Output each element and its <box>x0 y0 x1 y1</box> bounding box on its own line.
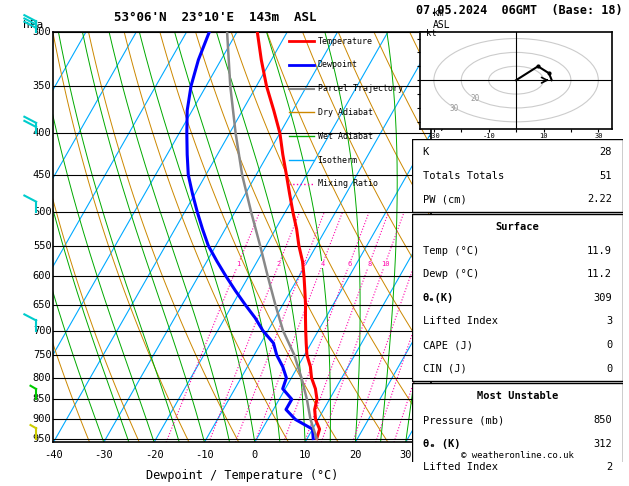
Text: Lifted Index: Lifted Index <box>423 316 498 327</box>
Text: 500: 500 <box>33 207 52 217</box>
Text: 550: 550 <box>33 241 52 251</box>
Text: 309: 309 <box>593 293 612 303</box>
Text: 312: 312 <box>593 439 612 449</box>
Text: 30: 30 <box>450 104 459 113</box>
Text: Dewp (°C): Dewp (°C) <box>423 269 479 279</box>
Text: 900: 900 <box>33 415 52 424</box>
Text: 4: 4 <box>320 261 325 267</box>
Text: Mixing Ratio: Mixing Ratio <box>318 179 377 189</box>
Text: 3: 3 <box>302 261 306 267</box>
Text: 51: 51 <box>599 171 612 181</box>
Text: -3: -3 <box>433 327 445 337</box>
Text: 2: 2 <box>606 462 612 472</box>
Text: hPa: hPa <box>23 19 43 30</box>
Bar <box>412 214 623 381</box>
Text: 950: 950 <box>33 434 52 444</box>
Text: 28: 28 <box>599 147 612 157</box>
Text: Mixing Ratio (g/kg): Mixing Ratio (g/kg) <box>464 207 473 309</box>
Text: Most Unstable: Most Unstable <box>477 391 558 401</box>
Text: -30: -30 <box>94 450 113 460</box>
Text: 11.9: 11.9 <box>587 246 612 256</box>
Text: -7: -7 <box>433 123 445 133</box>
Text: Totals Totals: Totals Totals <box>423 171 504 181</box>
Text: 0: 0 <box>252 450 258 460</box>
Text: LCL: LCL <box>433 447 450 457</box>
Text: 300: 300 <box>33 27 52 36</box>
Text: 2: 2 <box>277 261 281 267</box>
Text: Wet Adiabat: Wet Adiabat <box>318 132 372 141</box>
Text: -4: -4 <box>433 280 445 291</box>
Text: 800: 800 <box>33 373 52 383</box>
Text: θₑ (K): θₑ (K) <box>423 439 460 449</box>
Text: Isotherm: Isotherm <box>318 156 358 165</box>
Text: 20: 20 <box>349 450 362 460</box>
Text: Temp (°C): Temp (°C) <box>423 246 479 256</box>
Text: 15: 15 <box>410 261 419 267</box>
Text: 850: 850 <box>593 415 612 425</box>
Text: -2: -2 <box>433 371 445 381</box>
Text: Surface: Surface <box>496 222 539 232</box>
Text: 0: 0 <box>606 364 612 374</box>
Text: -1: -1 <box>433 413 445 423</box>
Text: Dry Adiabat: Dry Adiabat <box>318 108 372 117</box>
Text: 600: 600 <box>33 271 52 281</box>
Text: -40: -40 <box>44 450 63 460</box>
Text: K: K <box>423 147 429 157</box>
Text: -6: -6 <box>433 179 445 189</box>
Text: Parcel Trajectory: Parcel Trajectory <box>318 84 403 93</box>
Bar <box>412 139 623 211</box>
Text: 30: 30 <box>399 450 412 460</box>
Text: 8: 8 <box>367 261 371 267</box>
Text: CIN (J): CIN (J) <box>423 364 466 374</box>
Text: kt: kt <box>426 29 437 38</box>
Text: 11.2: 11.2 <box>587 269 612 279</box>
Text: Dewpoint: Dewpoint <box>318 60 358 69</box>
Text: 07.05.2024  06GMT  (Base: 18): 07.05.2024 06GMT (Base: 18) <box>416 4 622 17</box>
Text: 10: 10 <box>381 261 389 267</box>
Text: -8: -8 <box>433 60 445 70</box>
Text: Pressure (mb): Pressure (mb) <box>423 415 504 425</box>
Text: 850: 850 <box>33 394 52 404</box>
Text: 650: 650 <box>33 299 52 310</box>
Text: -20: -20 <box>145 450 164 460</box>
Text: Lifted Index: Lifted Index <box>423 462 498 472</box>
Text: 450: 450 <box>33 170 52 180</box>
Text: © weatheronline.co.uk: © weatheronline.co.uk <box>461 451 574 460</box>
Text: 350: 350 <box>33 81 52 91</box>
Text: PW (cm): PW (cm) <box>423 194 466 204</box>
Text: 2.22: 2.22 <box>587 194 612 204</box>
Text: 53°06'N  23°10'E  143m  ASL: 53°06'N 23°10'E 143m ASL <box>114 11 317 24</box>
Text: 0: 0 <box>606 340 612 350</box>
Text: 3: 3 <box>606 316 612 327</box>
Text: θₑ(K): θₑ(K) <box>423 293 454 303</box>
Bar <box>412 383 623 486</box>
Text: 1: 1 <box>236 261 240 267</box>
Text: Temperature: Temperature <box>318 36 372 46</box>
Text: 400: 400 <box>33 128 52 138</box>
Text: 20: 20 <box>470 94 479 103</box>
Text: 10: 10 <box>299 450 311 460</box>
Text: 6: 6 <box>347 261 352 267</box>
Text: km
ASL: km ASL <box>433 8 450 30</box>
Text: -5: -5 <box>433 231 445 242</box>
Text: 750: 750 <box>33 350 52 360</box>
Text: CAPE (J): CAPE (J) <box>423 340 472 350</box>
Text: Dewpoint / Temperature (°C): Dewpoint / Temperature (°C) <box>146 469 338 482</box>
Text: -10: -10 <box>195 450 214 460</box>
Text: 700: 700 <box>33 326 52 336</box>
